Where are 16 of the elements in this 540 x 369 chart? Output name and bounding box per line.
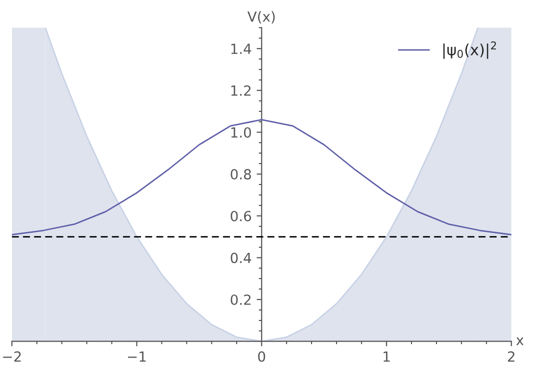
y-tick-label: 0.2	[230, 294, 251, 305]
y-tick-label: 0.8	[230, 169, 251, 180]
x-tick-label: 2	[508, 351, 514, 362]
x-tick-label: −1	[128, 351, 146, 362]
y-axis-title: V(x)	[247, 11, 275, 24]
line-series	[12, 118, 512, 236]
x-tick-label: 1	[384, 351, 390, 362]
x-tick-label: 0	[258, 351, 266, 362]
y-tick-label: 0.4	[230, 252, 252, 264]
x-tick-label: −2	[3, 351, 21, 362]
x-axis-title: x	[516, 338, 524, 346]
y-tick-label: 1.4	[231, 44, 252, 54]
y-tick-label: 0.6	[230, 210, 252, 222]
y-tick-label: 1.0	[231, 127, 251, 138]
y-tick-label: 1.2	[231, 85, 251, 96]
legend-label: |ψ$_{0}$(x)|$^{2}$	[443, 41, 496, 59]
